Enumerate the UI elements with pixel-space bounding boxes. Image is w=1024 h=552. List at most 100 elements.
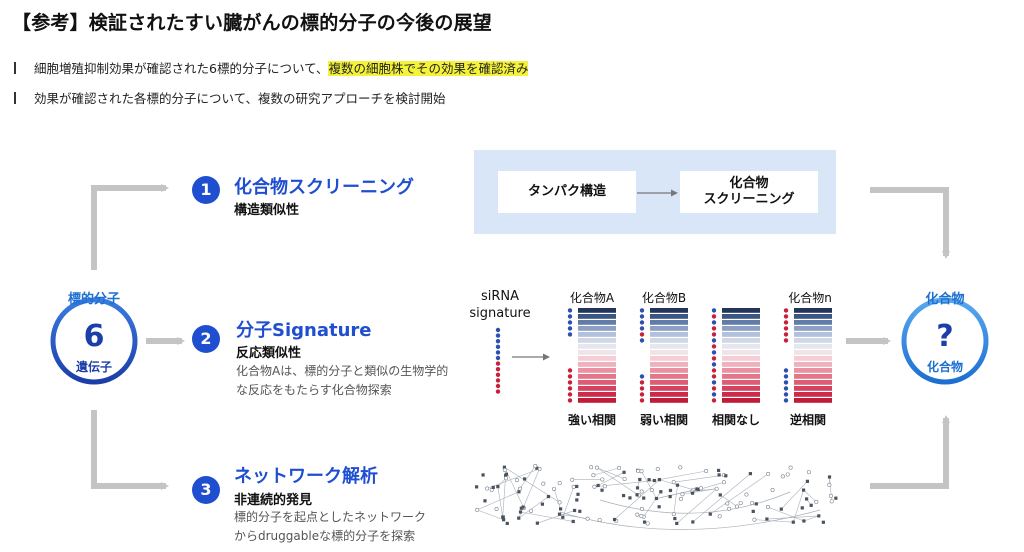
network-edge (803, 515, 819, 522)
network-nodes (475, 464, 838, 526)
network-edge (803, 489, 817, 503)
network-edge (562, 486, 574, 518)
network-node (600, 477, 605, 482)
heatmap-row (650, 374, 688, 379)
heatmap-row (794, 320, 832, 325)
network-node (494, 507, 499, 512)
network-edge (793, 490, 804, 523)
heatmap-dot (639, 326, 645, 331)
network-edge (497, 486, 503, 518)
heatmap-row (650, 344, 688, 349)
target-gene-circle (50, 297, 138, 385)
heatmap-row (794, 368, 832, 373)
bullet-bar (14, 62, 16, 74)
approach-3-desc-line1: 標的分子を起点としたネットワーク (234, 510, 427, 524)
heatmap-dot (567, 314, 573, 319)
network-node (636, 468, 641, 473)
network-node (552, 486, 557, 491)
network-node (814, 499, 819, 504)
heatmap-dot (567, 326, 573, 331)
heatmap-panel (783, 308, 832, 403)
network-edge (691, 488, 717, 492)
network-edge (596, 467, 625, 480)
heatmap-row (794, 326, 832, 331)
network-node (770, 487, 775, 492)
network-node (502, 465, 507, 469)
network-node (635, 512, 640, 517)
network-node (817, 514, 821, 518)
heatmap-dot (567, 320, 573, 325)
heatmap-dot (711, 392, 717, 397)
heatmap-dot (783, 314, 789, 319)
sirna-line1: siRNA (480, 289, 520, 304)
network-edge (486, 468, 540, 489)
heatmap-dot (783, 326, 789, 331)
heatmap-row (578, 332, 616, 337)
heatmap-row (650, 350, 688, 355)
compound-b-label: 化合物B (641, 291, 687, 305)
network-node (744, 492, 749, 497)
sirna-dot (495, 372, 501, 377)
bullet-1-highlight: 複数の細胞株でその効果を確認済み (328, 61, 529, 76)
heatmap-row (722, 386, 760, 391)
network-node (638, 477, 642, 482)
network-edge (599, 491, 791, 514)
approach-3-desc-line2: からdruggableな標的分子を探索 (234, 529, 416, 543)
heatmap-row (794, 344, 832, 349)
heatmap-dot (711, 386, 717, 391)
arrow-left-to-3 (91, 410, 169, 490)
heatmap-row (722, 320, 760, 325)
network-node (724, 474, 728, 478)
network-node (622, 476, 627, 481)
network-node (483, 499, 487, 503)
heatmap-row (578, 392, 616, 397)
heatmap-row (578, 350, 616, 355)
network-node (491, 485, 495, 490)
heatmap-dot (783, 308, 789, 313)
network-node (668, 488, 673, 493)
network-node (600, 488, 604, 492)
network-edge (614, 479, 660, 520)
approach-3-title: ネットワーク解析 (234, 466, 378, 487)
heatmap-dot (783, 386, 789, 391)
strong-correlation-label: 強い相関 (567, 413, 616, 427)
network-node (673, 516, 677, 521)
heatmap-row (578, 338, 616, 343)
heatmap-row (650, 398, 688, 403)
network-node (496, 485, 500, 489)
heatmap-row (722, 362, 760, 367)
heatmap-row (722, 374, 760, 379)
heatmap-dot (711, 398, 717, 403)
heatmap-row (578, 356, 616, 361)
heatmap-dot (639, 392, 645, 397)
heatmap-dot (567, 386, 573, 391)
network-node (827, 482, 832, 487)
network-node (779, 507, 783, 511)
heatmap-row (650, 368, 688, 373)
network-node (809, 503, 813, 507)
network-edge (781, 481, 808, 510)
network-node (805, 497, 809, 501)
network-node (704, 469, 709, 474)
heatmap-row (578, 362, 616, 367)
heatmap-dot (567, 398, 573, 403)
network-node (748, 472, 753, 476)
approach-2-desc-line1: 化合物Aは、標的分子と類似の生物学的 (236, 364, 449, 378)
heatmap-dot (639, 374, 645, 379)
network-node (591, 473, 596, 478)
network-node (517, 490, 521, 494)
network-node (502, 467, 507, 472)
screening-panel: タンパク構造 化合物 スクリーニング (474, 150, 836, 234)
network-edge (641, 471, 657, 499)
network-node (559, 507, 563, 511)
sirna-dot (495, 378, 501, 383)
network-node (780, 474, 785, 479)
heatmap-dot (783, 398, 789, 403)
bullet-2-text: 効果が確認された各標的分子について、複数の研究アプローチを検討開始 (34, 91, 446, 106)
sirna-dot (495, 355, 501, 361)
heatmap-row (794, 332, 832, 337)
heatmap-dot (783, 392, 789, 397)
heatmap-dot (783, 320, 789, 325)
network-node (537, 466, 542, 471)
heatmap-row (578, 398, 616, 403)
